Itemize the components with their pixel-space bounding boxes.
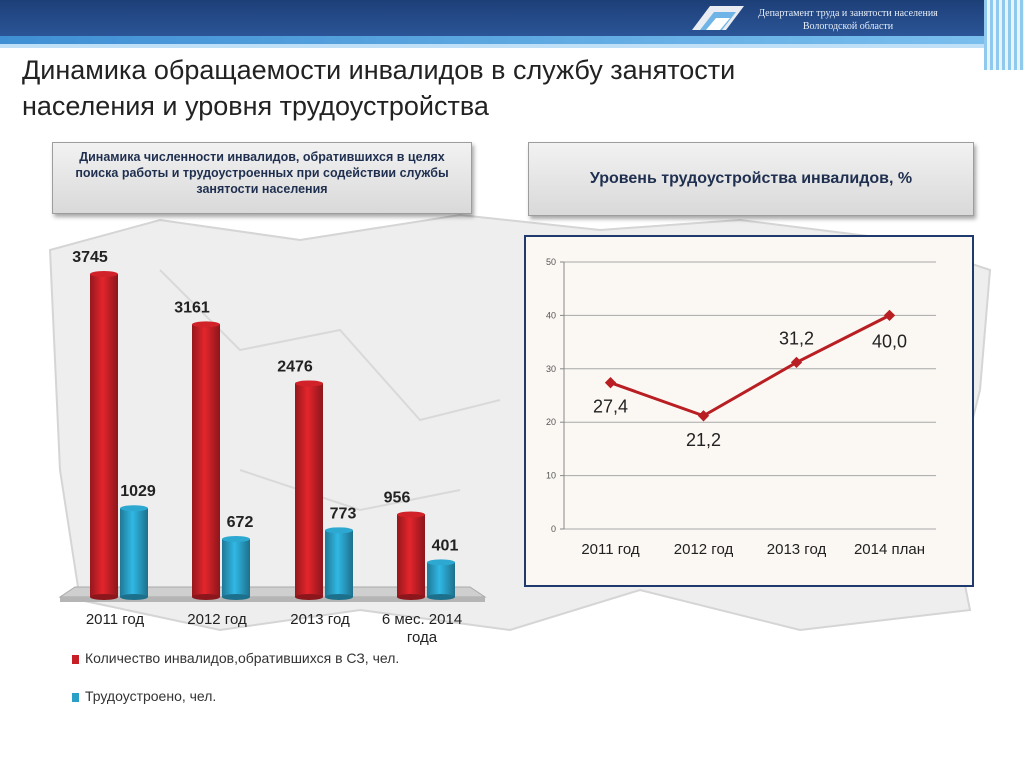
bar-employed-1 [222, 536, 250, 600]
bar-chart-title: Динамика численности инвалидов, обративш… [75, 150, 449, 196]
legend-swatch-blue [72, 692, 79, 702]
line-ytick-label-1: 10 [546, 471, 556, 481]
line-ytick-label-5: 50 [546, 257, 556, 267]
line-chart-frame: 0 10 20 30 40 50 2011 год 2012 год 2013 год 2014 … [524, 235, 974, 587]
line-ytick-label-3: 30 [546, 364, 556, 374]
bar-category-label-1: 2012 год [187, 611, 247, 628]
legend-label-employed: Трудоустроено, чел. [85, 688, 217, 704]
line-chart-title: Уровень трудоустройства инвалидов, % [589, 170, 913, 187]
bar-value-label-requests-3: 956 [384, 490, 411, 507]
line-category-label-0: 2011 год [581, 541, 640, 558]
line-category-label-3: 2014 план [854, 541, 925, 558]
legend-label-requests: Количество инвалидов,обратившихся в СЗ, … [85, 650, 400, 666]
legend-swatch-red [72, 654, 79, 664]
line-ytick-label-2: 20 [546, 417, 556, 427]
line-value-label-3: 40,0 [872, 331, 907, 351]
bar-value-label-employed-1: 672 [227, 514, 254, 531]
line-series-path [609, 314, 891, 418]
bar-requests-2 [295, 380, 323, 600]
bar-employed-2 [325, 527, 353, 600]
department-name: Департамент труда и занятости населения … [748, 7, 948, 33]
bar-category-label-2: 2013 год [290, 611, 350, 628]
line-point-1 [697, 410, 710, 422]
page-title: Динамика обращаемости инвалидов в службу… [22, 52, 902, 124]
line-category-label-1: 2012 год [674, 541, 734, 558]
bar-value-label-requests-1: 3161 [174, 299, 210, 316]
bar-value-label-requests-0: 3745 [72, 249, 108, 266]
bar-chart-title-panel: Динамика численности инвалидов, обративш… [52, 142, 472, 214]
bar-requests-0 [90, 270, 118, 600]
bar-value-label-employed-2: 773 [330, 505, 357, 522]
bar-value-label-employed-0: 1029 [120, 483, 156, 500]
legend-item-requests: Количество инвалидов,обратившихся в СЗ, … [72, 650, 399, 666]
bar-value-label-requests-2: 2476 [277, 358, 313, 375]
line-chart-title-panel: Уровень трудоустройства инвалидов, % [528, 142, 974, 216]
bar-chart-floor-edge [60, 597, 485, 602]
page-title-line-1: Динамика обращаемости инвалидов в службу… [22, 55, 736, 85]
line-ytick-label-4: 40 [546, 310, 556, 320]
bar-category-label-3: 6 мес. 2014 года [382, 611, 462, 646]
bar-employed-3 [427, 559, 455, 600]
line-value-label-2: 31,2 [779, 328, 814, 348]
header-stripe-light [0, 44, 1024, 48]
bar-chart: 3745 3161 2476 956 1029 672 773 401 2011 год 2012… [58, 249, 487, 646]
header-bar [0, 0, 1024, 36]
bar-value-label-employed-3: 401 [432, 537, 459, 554]
decorative-stripes [984, 0, 1024, 70]
line-chart: 0 10 20 30 40 50 2011 год 2012 год 2013 год 2014 … [546, 257, 936, 558]
department-line-1: Департамент труда и занятости населения [758, 8, 938, 19]
line-value-label-1: 21,2 [686, 430, 721, 450]
page-title-line-2: населения и уровня трудоустройства [22, 91, 489, 121]
department-logo [692, 6, 744, 30]
legend-item-employed: Трудоустроено, чел. [72, 688, 216, 704]
bar-requests-3 [397, 511, 425, 600]
department-line-2: Вологодской области [802, 21, 894, 32]
bar-employed-0 [120, 505, 148, 600]
line-value-label-0: 27,4 [593, 397, 628, 417]
line-category-label-2: 2013 год [767, 541, 827, 558]
bar-requests-1 [192, 321, 220, 600]
line-point-0 [604, 377, 617, 389]
header-stripe [0, 36, 1024, 44]
line-ytick-label-0: 0 [551, 524, 556, 534]
line-point-3 [883, 309, 896, 322]
bar-category-label-0: 2011 год [86, 611, 145, 628]
